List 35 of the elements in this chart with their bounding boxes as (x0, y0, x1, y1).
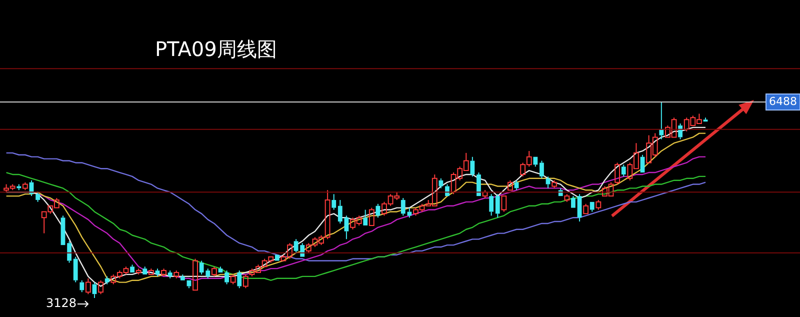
chart-title: PTA09周线图 (155, 36, 277, 63)
text: 6488 (769, 94, 797, 108)
annotation: 3128 (46, 296, 76, 310)
candlestick (332, 194, 336, 210)
candlestick (577, 194, 582, 222)
candlestick (621, 164, 626, 177)
candlestick (495, 194, 500, 218)
candlestick (470, 156, 475, 177)
candlestick (237, 270, 242, 289)
candlestick (533, 156, 538, 168)
candlestick (376, 203, 380, 218)
candlestick (180, 274, 185, 280)
candlestick (224, 270, 229, 285)
candlestick (438, 178, 444, 189)
candlestick (104, 276, 110, 285)
candlestick (67, 240, 72, 264)
candlestick (640, 154, 645, 173)
candlestick (73, 256, 78, 283)
candlestick (155, 268, 160, 277)
candlestick (659, 101, 664, 140)
candlestick (338, 199, 342, 224)
candlestick (218, 266, 223, 272)
candlestick (476, 172, 481, 196)
candlestick (80, 280, 84, 293)
candlestick (142, 266, 148, 274)
candlestick (546, 176, 550, 189)
candlestick (703, 117, 708, 122)
candlestick (130, 264, 134, 272)
candlestick (489, 194, 494, 216)
candlestick (363, 209, 368, 226)
candlestick (344, 215, 349, 240)
candlestick (678, 123, 683, 140)
candlestick (168, 270, 172, 279)
candlestick (571, 196, 576, 208)
candlestick (60, 215, 66, 246)
